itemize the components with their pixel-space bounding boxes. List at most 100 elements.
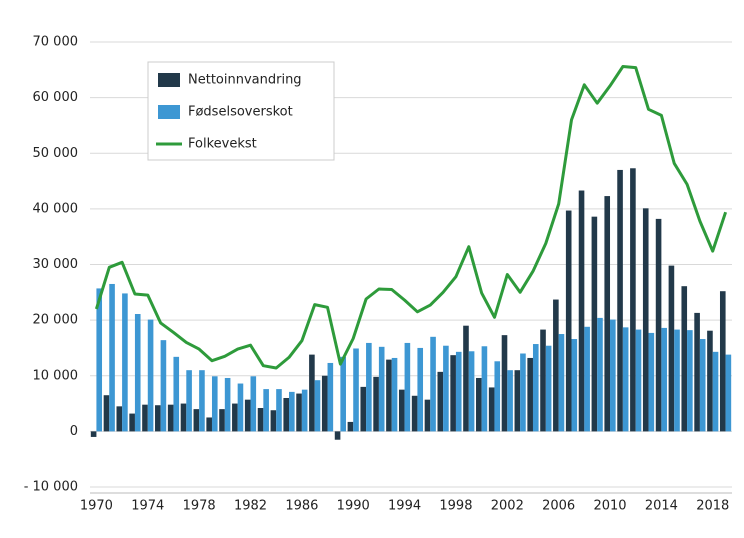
- legend-label: Folkevekst: [188, 137, 257, 152]
- bar: [283, 398, 290, 432]
- bar: [558, 334, 565, 432]
- bar: [224, 377, 231, 432]
- bar: [109, 283, 115, 432]
- bar: [424, 399, 431, 432]
- bar: [167, 404, 174, 432]
- bar: [327, 362, 334, 432]
- legend-swatch: [158, 105, 180, 119]
- bar: [398, 389, 405, 432]
- y-tick-label: 30 000: [33, 257, 79, 272]
- bar: [186, 370, 192, 432]
- bar: [155, 405, 161, 432]
- bar: [681, 286, 688, 432]
- x-tick-label: 1998: [439, 499, 472, 514]
- bar: [450, 355, 456, 432]
- bar: [610, 319, 616, 432]
- x-tick-label: 2002: [491, 499, 524, 514]
- bar: [289, 391, 295, 432]
- bar: [443, 345, 449, 432]
- bar: [520, 353, 526, 432]
- bar: [378, 346, 385, 432]
- bar: [404, 342, 411, 432]
- bar: [417, 347, 424, 432]
- bar: [134, 314, 141, 432]
- bar: [591, 216, 598, 432]
- y-tick-label: 0: [70, 424, 78, 439]
- bar: [635, 329, 642, 432]
- bar: [103, 395, 110, 432]
- bar: [545, 345, 552, 432]
- bar: [340, 356, 346, 432]
- bar: [347, 421, 354, 432]
- bar: [142, 404, 148, 432]
- bar: [617, 169, 623, 432]
- bar: [514, 370, 521, 432]
- bar: [668, 265, 675, 432]
- bar: [270, 410, 277, 432]
- bar: [244, 399, 251, 432]
- bar: [565, 210, 572, 432]
- bar: [553, 299, 559, 432]
- bar: [263, 389, 269, 432]
- bar: [527, 357, 533, 432]
- bar: [437, 371, 444, 432]
- bar: [648, 332, 655, 432]
- bar: [206, 417, 212, 432]
- x-tick-label: 2010: [593, 499, 626, 514]
- bar: [296, 393, 302, 432]
- bar: [360, 386, 367, 432]
- bar: [468, 351, 475, 432]
- x-tick-label: 1978: [183, 499, 216, 514]
- bar: [96, 288, 103, 432]
- bar: [116, 406, 123, 432]
- bar: [314, 380, 321, 432]
- bar: [707, 330, 713, 432]
- bar: [237, 383, 244, 432]
- y-tick-label: 10 000: [33, 368, 79, 383]
- bar: [584, 326, 590, 432]
- bar: [463, 325, 469, 432]
- bar: [373, 376, 379, 432]
- bar: [674, 329, 680, 432]
- bar: [122, 293, 128, 432]
- bar: [321, 375, 328, 432]
- bar: [481, 346, 488, 432]
- x-tick-label: 1982: [234, 499, 267, 514]
- bar: [173, 356, 180, 432]
- bar: [597, 317, 603, 432]
- x-tick-label: 2018: [696, 499, 729, 514]
- bar: [193, 409, 200, 432]
- bar: [276, 389, 282, 432]
- bar: [571, 339, 578, 432]
- y-tick-label: - 10 000: [24, 480, 78, 495]
- bar: [694, 312, 700, 432]
- bar: [391, 357, 398, 432]
- bar: [250, 376, 257, 432]
- x-tick-label: 2006: [542, 499, 575, 514]
- bar: [147, 319, 154, 432]
- y-tick-label: 40 000: [33, 201, 79, 216]
- bar: [532, 344, 539, 432]
- y-tick-label: 20 000: [33, 313, 79, 328]
- bar: [334, 431, 341, 440]
- bar: [211, 376, 218, 432]
- bar: [309, 354, 315, 432]
- bar: [455, 351, 462, 432]
- bar: [160, 340, 167, 432]
- bar: [219, 409, 225, 432]
- bar: [494, 361, 501, 432]
- bar: [501, 335, 508, 432]
- bar: [90, 431, 97, 437]
- bar: [540, 329, 546, 432]
- bar: [719, 291, 726, 432]
- bar: [642, 208, 649, 432]
- bar: [366, 342, 372, 432]
- y-tick-label: 60 000: [33, 90, 79, 105]
- bar: [661, 327, 667, 432]
- legend-label: Fødselsoverskot: [188, 105, 293, 120]
- bar: [687, 330, 693, 432]
- bar: [712, 351, 719, 432]
- bar: [725, 354, 732, 432]
- bar: [257, 408, 264, 432]
